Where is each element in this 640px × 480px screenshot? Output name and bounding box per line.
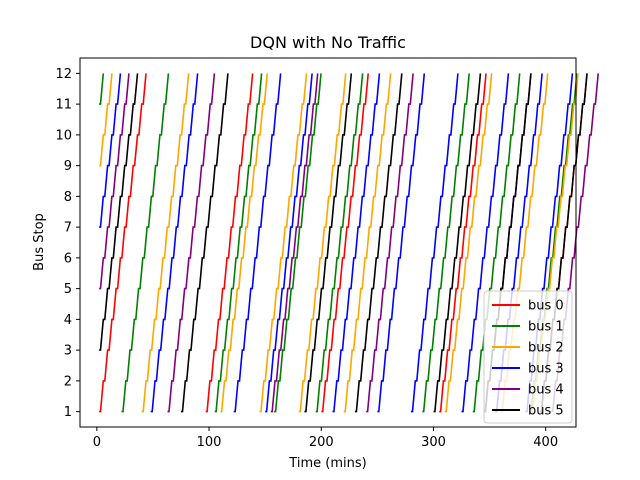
series-line-bus-2-trip-3 bbox=[259, 73, 308, 413]
x-tick-label: 100 bbox=[197, 435, 222, 450]
series-line-bus-3-trip-0 bbox=[99, 73, 122, 228]
series-line-bus-3-trip-5 bbox=[377, 73, 426, 413]
series-line-bus-2-trip-5 bbox=[343, 73, 392, 413]
series-line-bus-3-trip-1 bbox=[150, 73, 199, 413]
series-line-bus-2-trip-4 bbox=[298, 73, 347, 413]
chart-title: DQN with No Traffic bbox=[250, 33, 406, 52]
y-tick-label: 4 bbox=[64, 313, 72, 328]
legend-entry-label: bus 4 bbox=[528, 383, 564, 398]
series-line-bus-4-trip-1 bbox=[167, 73, 216, 413]
series-line-bus-4-trip-3 bbox=[366, 73, 414, 413]
y-tick-label: 7 bbox=[64, 221, 72, 236]
series-line-bus-1-trip-2 bbox=[214, 73, 263, 413]
y-tick-label: 3 bbox=[64, 344, 72, 359]
legend: bus 0 bus 1 bus 2 bus 3 bus 4 bus 5 bbox=[483, 290, 573, 424]
series-line-bus-1-trip-5 bbox=[422, 73, 470, 413]
series-line-bus-1-trip-0 bbox=[99, 73, 105, 105]
y-tick-label: 5 bbox=[64, 282, 72, 297]
series-line-bus-5-trip-2 bbox=[304, 73, 353, 413]
series-line-bus-2-trip-0 bbox=[99, 73, 113, 167]
series-line-bus-0-trip-3 bbox=[439, 73, 487, 413]
series-line-bus-4-trip-0 bbox=[99, 73, 130, 290]
y-tick-label: 9 bbox=[64, 159, 72, 174]
series-line-bus-5-trip-4 bbox=[433, 73, 482, 413]
x-tick-label: 300 bbox=[421, 435, 446, 450]
series-line-bus-2-trip-1 bbox=[141, 73, 190, 413]
series-line-bus-4-trip-2 bbox=[270, 73, 319, 413]
y-tick-label: 12 bbox=[55, 67, 72, 82]
y-tick-label: 8 bbox=[64, 190, 72, 205]
series-line-bus-1-trip-4 bbox=[315, 73, 364, 413]
x-tick-label: 400 bbox=[533, 435, 558, 450]
x-axis-label: Time (mins) bbox=[288, 456, 366, 471]
series-line-bus-2-trip-2 bbox=[220, 73, 268, 413]
series-line-bus-1-trip-6 bbox=[472, 73, 521, 413]
legend-entry-label: bus 0 bbox=[528, 299, 564, 314]
x-tick-label: 0 bbox=[93, 435, 101, 450]
series-line-bus-0-trip-0 bbox=[99, 73, 147, 413]
series-line-bus-3-trip-4 bbox=[332, 73, 381, 413]
series-line-bus-3-trip-3 bbox=[265, 73, 313, 413]
series-line-bus-5-trip-3 bbox=[354, 73, 403, 413]
x-tick-label: 200 bbox=[309, 435, 334, 450]
legend-entry-label: bus 2 bbox=[528, 341, 564, 356]
y-tick-label: 10 bbox=[55, 128, 72, 143]
legend-entry-label: bus 3 bbox=[528, 362, 564, 377]
series-line-bus-5-trip-1 bbox=[181, 73, 229, 413]
legend-entry-label: bus 1 bbox=[528, 320, 564, 335]
series-line-bus-2-trip-6 bbox=[444, 73, 493, 413]
y-axis-label: Bus Stop bbox=[32, 213, 47, 271]
series-line-bus-0-trip-2 bbox=[321, 73, 369, 413]
series-line-bus-1-trip-3 bbox=[274, 73, 322, 413]
legend-entry-label: bus 5 bbox=[528, 404, 564, 419]
series-line-bus-5-trip-0 bbox=[99, 73, 139, 351]
series-line-bus-0-trip-1 bbox=[205, 73, 254, 413]
series-line-bus-3-trip-2 bbox=[233, 73, 282, 413]
series-line-bus-3-trip-6 bbox=[411, 73, 459, 413]
y-tick-label: 11 bbox=[55, 98, 72, 113]
y-tick-label: 2 bbox=[64, 374, 72, 389]
x-axis-ticks: 0 100 200 300 400 bbox=[93, 427, 558, 450]
plot-frame bbox=[79, 57, 577, 428]
y-tick-label: 1 bbox=[64, 405, 72, 420]
series-lines bbox=[99, 73, 599, 413]
series-line-bus-3-trip-7 bbox=[461, 73, 510, 413]
series-line-bus-1-trip-1 bbox=[121, 73, 170, 413]
y-tick-label: 6 bbox=[64, 251, 72, 266]
